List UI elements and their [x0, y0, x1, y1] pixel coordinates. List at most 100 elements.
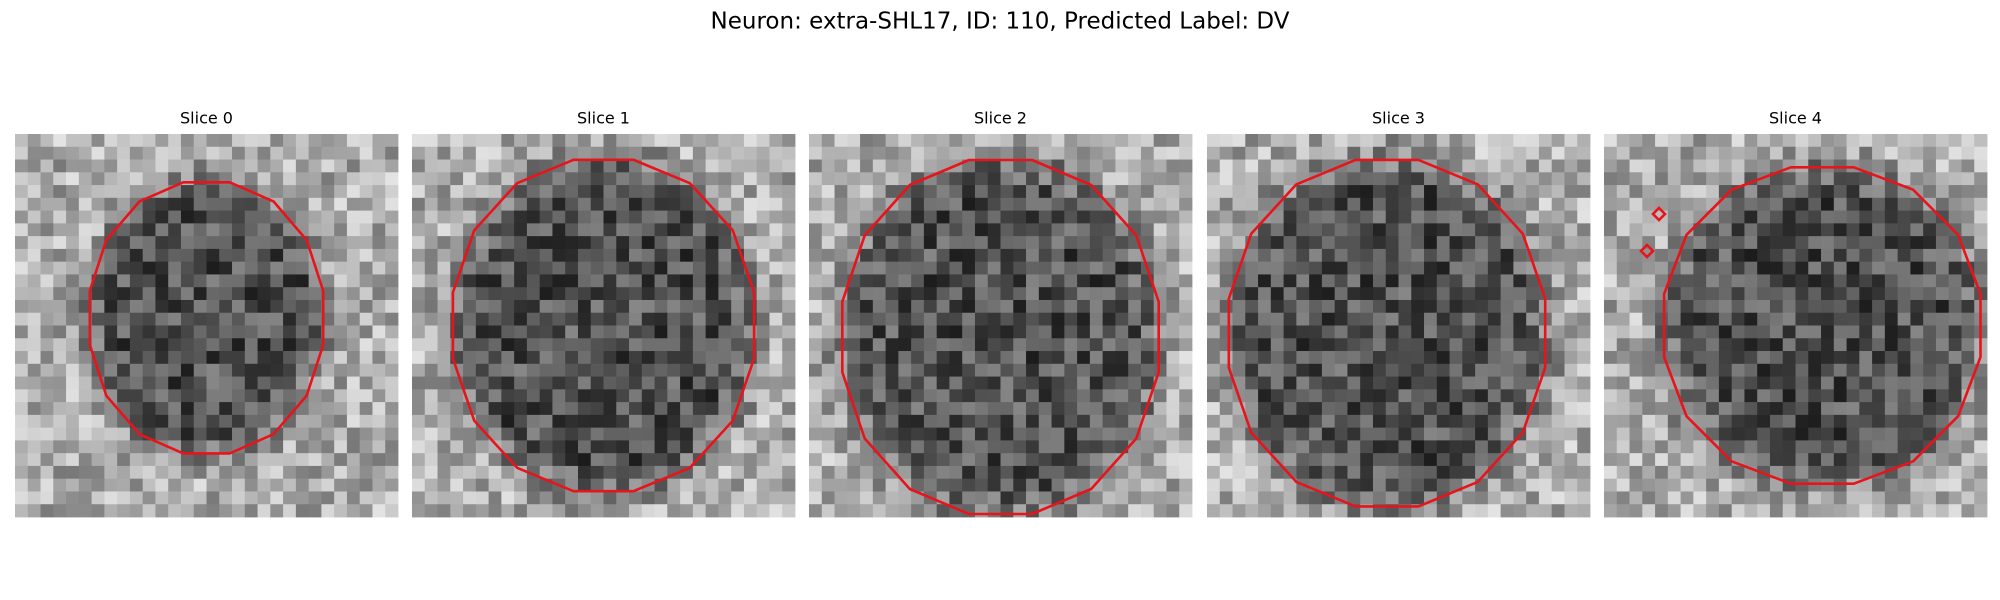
pixel: [885, 376, 899, 390]
pixel: [987, 427, 1001, 441]
pixel: [1179, 363, 1193, 377]
pixel: [117, 389, 131, 403]
pixel: [1296, 440, 1310, 454]
pixel: [283, 172, 297, 186]
pixel: [155, 274, 169, 288]
pixel: [962, 299, 976, 314]
pixel: [193, 134, 207, 148]
pixel: [334, 491, 348, 505]
pixel: [1372, 261, 1387, 275]
pixel: [1013, 185, 1027, 199]
pixel: [1051, 440, 1065, 454]
pixel: [283, 197, 297, 211]
pixel: [437, 504, 451, 518]
pixel: [53, 248, 67, 263]
pixel: [1283, 338, 1297, 352]
pixel: [283, 376, 297, 390]
pixel: [232, 210, 246, 224]
pixel: [1051, 325, 1065, 339]
pixel: [1731, 363, 1745, 377]
pixel: [1538, 402, 1553, 416]
pixel: [680, 287, 694, 301]
pixel: [78, 478, 92, 492]
pixel: [923, 504, 938, 518]
pixel: [1821, 146, 1835, 160]
pixel: [1140, 312, 1155, 326]
pixel: [1846, 453, 1860, 467]
pixel: [692, 172, 707, 186]
pixel: [539, 146, 553, 160]
pixel: [1961, 453, 1975, 467]
pixel: [1872, 351, 1886, 365]
pixel: [295, 338, 310, 352]
pixel: [1296, 402, 1310, 416]
pixel: [372, 478, 386, 492]
pixel: [346, 402, 361, 416]
pixel: [1629, 159, 1643, 173]
pixel: [295, 325, 310, 339]
pixel: [872, 261, 886, 275]
pixel: [680, 248, 694, 263]
pixel: [1859, 146, 1873, 160]
pixel: [1718, 491, 1733, 505]
pixel: [974, 453, 989, 467]
pixel: [1513, 197, 1527, 211]
pixel: [321, 504, 335, 518]
pixel: [526, 402, 541, 416]
pixel: [1731, 338, 1745, 352]
pixel: [1411, 223, 1425, 237]
pixel: [1424, 440, 1438, 454]
pixel: [1846, 351, 1860, 365]
pixel: [885, 159, 899, 173]
pixel: [450, 389, 464, 403]
pixel: [1526, 172, 1540, 186]
pixel: [1334, 185, 1348, 199]
pixel: [577, 325, 592, 339]
pixel: [718, 440, 732, 454]
pixel: [206, 299, 220, 314]
pixel: [1102, 172, 1116, 186]
pixel: [1051, 248, 1065, 263]
pixel: [1166, 504, 1180, 518]
pixel: [1424, 376, 1438, 390]
pixel: [987, 363, 1001, 377]
pixel: [1089, 504, 1104, 518]
pixel: [1757, 146, 1771, 160]
pixel: [219, 389, 233, 403]
pixel: [949, 261, 963, 275]
pixel: [91, 325, 105, 339]
pixel: [117, 248, 131, 263]
pixel: [680, 440, 694, 454]
pixel: [1385, 172, 1399, 186]
pixel: [1795, 363, 1809, 377]
pixel: [1102, 427, 1116, 441]
pixel: [974, 491, 989, 505]
pixel: [1270, 210, 1284, 224]
pixel: [1398, 299, 1412, 314]
pixel: [821, 159, 835, 173]
pixel: [1757, 478, 1771, 492]
pixel: [1179, 491, 1193, 505]
pixel: [232, 376, 246, 390]
pixel: [860, 185, 874, 199]
pixel: [1013, 389, 1027, 403]
pixel: [782, 427, 796, 441]
pixel: [1013, 478, 1027, 492]
pixel: [1744, 159, 1758, 173]
pixel: [1102, 134, 1116, 148]
pixel: [1616, 146, 1630, 160]
pixel: [1436, 389, 1450, 403]
pixel: [450, 440, 464, 454]
pixel: [718, 197, 732, 211]
pixel: [1321, 223, 1336, 237]
pixel: [1232, 134, 1246, 148]
pixel: [117, 134, 131, 148]
pixel: [1859, 274, 1873, 288]
pixel: [193, 491, 207, 505]
pixel: [821, 287, 835, 301]
pixel: [782, 287, 796, 301]
pixel: [1718, 223, 1733, 237]
pixel: [180, 274, 195, 288]
pixel: [821, 223, 835, 237]
pixel: [603, 325, 617, 339]
